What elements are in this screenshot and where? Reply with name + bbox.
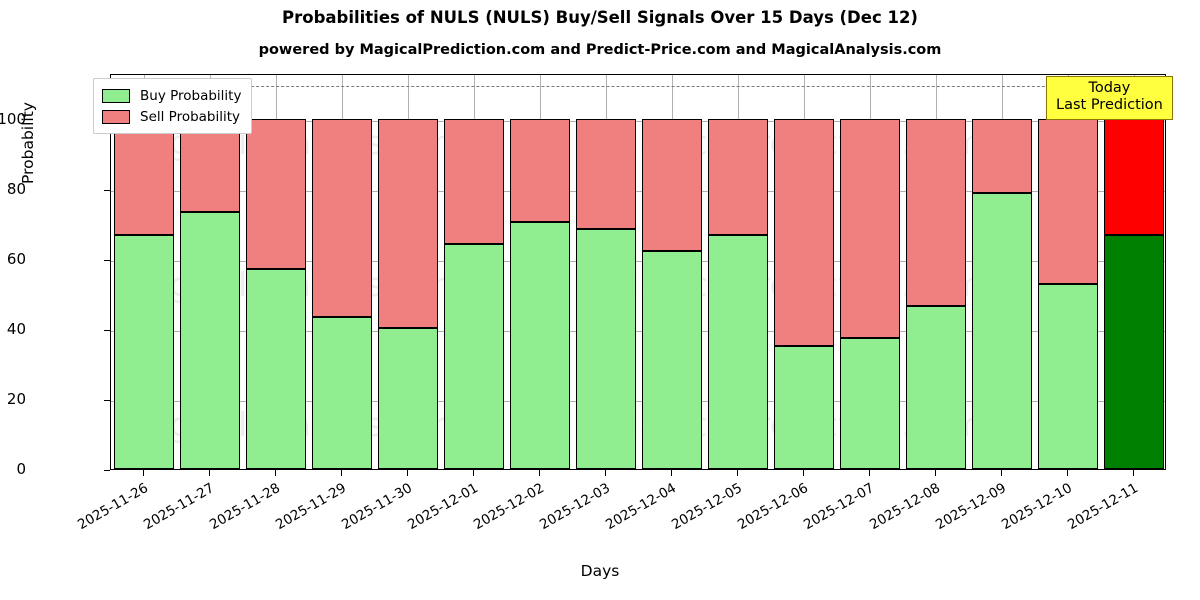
y-tick-mark — [104, 259, 110, 261]
x-tick-mark — [737, 470, 738, 476]
x-tick-mark — [539, 470, 540, 476]
bar-segment-buy[interactable] — [444, 243, 504, 469]
legend-label-sell: Sell Probability — [140, 108, 241, 125]
y-tick-mark — [104, 399, 110, 401]
bar-segment-sell[interactable] — [906, 118, 966, 306]
today-last-prediction-annotation: Today Last Prediction — [1046, 76, 1173, 121]
y-tick-label: 40 — [6, 319, 26, 338]
bar-group[interactable] — [972, 73, 1032, 469]
bar-segment-sell[interactable] — [510, 118, 570, 223]
bar-group[interactable] — [708, 73, 768, 469]
y-tick-label: 100 — [0, 109, 26, 128]
x-tick-mark — [671, 470, 672, 476]
today-annotation-line1: Today — [1088, 80, 1131, 96]
bar-segment-buy[interactable] — [510, 222, 570, 469]
x-tick-mark — [209, 470, 210, 476]
bar-segment-sell[interactable] — [114, 118, 174, 235]
y-tick-label: 0 — [16, 460, 26, 478]
bar-segment-sell[interactable] — [312, 118, 372, 317]
bar-segment-buy[interactable] — [774, 346, 834, 469]
bar-group[interactable] — [642, 73, 702, 469]
bar-group[interactable] — [774, 73, 834, 469]
bar-group[interactable] — [378, 73, 438, 469]
bar-group[interactable] — [576, 73, 636, 469]
bar-segment-buy[interactable] — [1104, 234, 1164, 469]
legend-swatch-buy — [102, 88, 130, 103]
x-tick-mark — [935, 470, 936, 476]
chart-legend: Buy Probability Sell Probability — [93, 78, 253, 134]
bar-segment-buy[interactable] — [1038, 284, 1098, 469]
legend-item-buy[interactable]: Buy Probability — [102, 85, 241, 106]
bar-segment-sell[interactable] — [972, 118, 1032, 194]
bar-group[interactable] — [840, 73, 900, 469]
y-tick-mark — [104, 329, 110, 331]
x-tick-mark — [341, 470, 342, 476]
gridline-horizontal — [111, 190, 1165, 192]
y-axis-label: Probability — [19, 102, 37, 184]
gridline-horizontal — [111, 400, 1165, 402]
bar-group[interactable] — [906, 73, 966, 469]
bar-segment-buy[interactable] — [246, 268, 306, 469]
x-tick-mark — [275, 470, 276, 476]
legend-swatch-sell — [102, 109, 130, 124]
x-tick-mark — [143, 470, 144, 476]
legend-item-sell[interactable]: Sell Probability — [102, 106, 241, 127]
legend-label-buy: Buy Probability — [140, 87, 242, 104]
gridline-horizontal — [111, 330, 1165, 332]
bar-segment-buy[interactable] — [708, 235, 768, 469]
x-tick-mark — [605, 470, 606, 476]
x-tick-mark — [869, 470, 870, 476]
bar-segment-buy[interactable] — [576, 228, 636, 469]
chart-subtitle: powered by MagicalPrediction.com and Pre… — [258, 42, 942, 58]
x-tick-mark — [1067, 470, 1068, 476]
chart-title: Probabilities of NULS (NULS) Buy/Sell Si… — [282, 8, 918, 27]
plot-area: MagicalAnalysis.comMagicalPrediction.com… — [110, 74, 1166, 470]
bar-segment-buy[interactable] — [312, 316, 372, 469]
x-tick-mark — [1001, 470, 1002, 476]
x-tick-mark — [473, 470, 474, 476]
bar-segment-buy[interactable] — [972, 193, 1032, 469]
bar-group[interactable] — [246, 73, 306, 469]
today-annotation-line2: Last Prediction — [1056, 97, 1163, 114]
gridline-horizontal — [111, 120, 1165, 122]
bar-group[interactable] — [444, 73, 504, 469]
bar-group[interactable] — [312, 73, 372, 469]
bar-segment-sell[interactable] — [1038, 118, 1098, 285]
bar-segment-buy[interactable] — [378, 328, 438, 469]
threshold-dashed-line — [111, 85, 1165, 87]
bar-segment-buy[interactable] — [114, 234, 174, 469]
bar-segment-sell[interactable] — [576, 118, 636, 229]
y-tick-mark — [104, 189, 110, 191]
bar-group[interactable] — [114, 73, 174, 469]
bar-segment-sell[interactable] — [642, 118, 702, 251]
bar-segment-sell[interactable] — [840, 118, 900, 338]
y-tick-mark — [104, 470, 110, 471]
bar-segment-sell[interactable] — [444, 118, 504, 244]
bar-group[interactable] — [180, 73, 240, 469]
bar-segment-sell[interactable] — [378, 118, 438, 329]
bar-segment-sell[interactable] — [708, 118, 768, 236]
bar-group[interactable] — [1104, 73, 1164, 469]
bar-segment-buy[interactable] — [840, 337, 900, 469]
y-tick-label: 60 — [6, 249, 26, 268]
bar-segment-buy[interactable] — [180, 211, 240, 469]
x-axis-label: Days — [580, 562, 620, 580]
bar-group[interactable] — [510, 73, 570, 469]
bar-segment-sell[interactable] — [246, 118, 306, 269]
x-tick-mark — [803, 470, 804, 476]
gridline-horizontal — [111, 260, 1165, 262]
bar-segment-sell[interactable] — [774, 118, 834, 347]
bar-segment-buy[interactable] — [642, 251, 702, 469]
x-tick-mark — [1133, 470, 1134, 476]
bar-segment-buy[interactable] — [906, 305, 966, 469]
x-tick-mark — [407, 470, 408, 476]
bar-segment-sell[interactable] — [1104, 118, 1164, 235]
bar-group[interactable] — [1038, 73, 1098, 469]
y-tick-label: 20 — [6, 389, 26, 408]
y-tick-label: 80 — [6, 179, 26, 198]
